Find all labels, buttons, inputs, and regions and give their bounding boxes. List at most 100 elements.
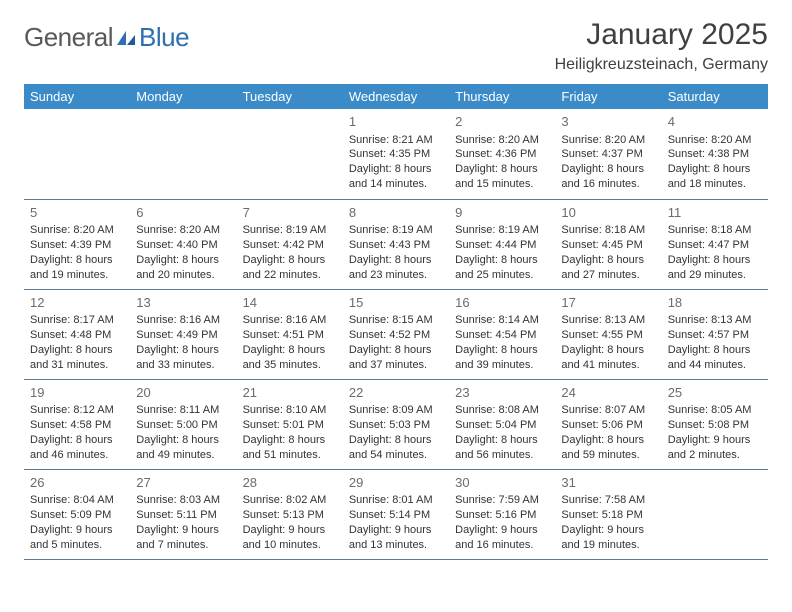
day-number: 10 [561, 204, 655, 222]
calendar-cell: 1Sunrise: 8:21 AMSunset: 4:35 PMDaylight… [343, 109, 449, 199]
sunset-text: Sunset: 5:14 PM [349, 508, 443, 523]
sunset-text: Sunset: 4:38 PM [668, 147, 762, 162]
daylight-text: Daylight: 9 hours and 5 minutes. [30, 523, 124, 553]
day-number: 22 [349, 384, 443, 402]
calendar-cell: 21Sunrise: 8:10 AMSunset: 5:01 PMDayligh… [237, 379, 343, 469]
day-number: 12 [30, 294, 124, 312]
daylight-text: Daylight: 8 hours and 25 minutes. [455, 253, 549, 283]
day-number: 16 [455, 294, 549, 312]
daylight-text: Daylight: 8 hours and 49 minutes. [136, 433, 230, 463]
calendar-cell: 19Sunrise: 8:12 AMSunset: 4:58 PMDayligh… [24, 379, 130, 469]
sunset-text: Sunset: 4:45 PM [561, 238, 655, 253]
sunset-text: Sunset: 5:00 PM [136, 418, 230, 433]
calendar-cell: 30Sunrise: 7:59 AMSunset: 5:16 PMDayligh… [449, 469, 555, 559]
daylight-text: Daylight: 9 hours and 2 minutes. [668, 433, 762, 463]
day-number: 3 [561, 113, 655, 131]
daylight-text: Daylight: 8 hours and 37 minutes. [349, 343, 443, 373]
calendar-cell: 7Sunrise: 8:19 AMSunset: 4:42 PMDaylight… [237, 199, 343, 289]
calendar-week-row: 19Sunrise: 8:12 AMSunset: 4:58 PMDayligh… [24, 379, 768, 469]
daylight-text: Daylight: 8 hours and 41 minutes. [561, 343, 655, 373]
sunset-text: Sunset: 5:13 PM [243, 508, 337, 523]
daylight-text: Daylight: 9 hours and 13 minutes. [349, 523, 443, 553]
day-number: 30 [455, 474, 549, 492]
calendar-cell: 26Sunrise: 8:04 AMSunset: 5:09 PMDayligh… [24, 469, 130, 559]
calendar-header-row: Sunday Monday Tuesday Wednesday Thursday… [24, 84, 768, 109]
calendar-cell: 11Sunrise: 8:18 AMSunset: 4:47 PMDayligh… [662, 199, 768, 289]
sunrise-text: Sunrise: 8:14 AM [455, 313, 549, 328]
day-number: 29 [349, 474, 443, 492]
calendar-cell: 5Sunrise: 8:20 AMSunset: 4:39 PMDaylight… [24, 199, 130, 289]
sunset-text: Sunset: 4:49 PM [136, 328, 230, 343]
calendar-cell: 16Sunrise: 8:14 AMSunset: 4:54 PMDayligh… [449, 289, 555, 379]
sunset-text: Sunset: 4:51 PM [243, 328, 337, 343]
calendar-cell: 22Sunrise: 8:09 AMSunset: 5:03 PMDayligh… [343, 379, 449, 469]
daylight-text: Daylight: 9 hours and 19 minutes. [561, 523, 655, 553]
day-number: 21 [243, 384, 337, 402]
sunset-text: Sunset: 4:35 PM [349, 147, 443, 162]
calendar-cell [24, 109, 130, 199]
sunrise-text: Sunrise: 8:10 AM [243, 403, 337, 418]
sunrise-text: Sunrise: 8:20 AM [668, 133, 762, 148]
day-number: 15 [349, 294, 443, 312]
brand-word-2: Blue [139, 22, 189, 53]
calendar-body: 1Sunrise: 8:21 AMSunset: 4:35 PMDaylight… [24, 109, 768, 559]
day-number: 23 [455, 384, 549, 402]
calendar-cell: 23Sunrise: 8:08 AMSunset: 5:04 PMDayligh… [449, 379, 555, 469]
sunrise-text: Sunrise: 8:19 AM [455, 223, 549, 238]
calendar-week-row: 26Sunrise: 8:04 AMSunset: 5:09 PMDayligh… [24, 469, 768, 559]
sunset-text: Sunset: 5:01 PM [243, 418, 337, 433]
day-header: Thursday [449, 84, 555, 109]
sunrise-text: Sunrise: 8:07 AM [561, 403, 655, 418]
daylight-text: Daylight: 9 hours and 16 minutes. [455, 523, 549, 553]
day-number: 1 [349, 113, 443, 131]
sunrise-text: Sunrise: 8:20 AM [136, 223, 230, 238]
sunset-text: Sunset: 5:04 PM [455, 418, 549, 433]
sunrise-text: Sunrise: 8:16 AM [136, 313, 230, 328]
day-number: 9 [455, 204, 549, 222]
daylight-text: Daylight: 8 hours and 33 minutes. [136, 343, 230, 373]
daylight-text: Daylight: 8 hours and 20 minutes. [136, 253, 230, 283]
day-header: Monday [130, 84, 236, 109]
sunrise-text: Sunrise: 8:19 AM [243, 223, 337, 238]
sunset-text: Sunset: 4:42 PM [243, 238, 337, 253]
day-number: 11 [668, 204, 762, 222]
day-header: Tuesday [237, 84, 343, 109]
sunrise-text: Sunrise: 8:01 AM [349, 493, 443, 508]
sunrise-text: Sunrise: 8:20 AM [30, 223, 124, 238]
calendar-cell: 20Sunrise: 8:11 AMSunset: 5:00 PMDayligh… [130, 379, 236, 469]
sunrise-text: Sunrise: 8:12 AM [30, 403, 124, 418]
calendar-week-row: 5Sunrise: 8:20 AMSunset: 4:39 PMDaylight… [24, 199, 768, 289]
sunset-text: Sunset: 4:43 PM [349, 238, 443, 253]
sunrise-text: Sunrise: 8:13 AM [561, 313, 655, 328]
month-title: January 2025 [555, 18, 768, 52]
daylight-text: Daylight: 8 hours and 54 minutes. [349, 433, 443, 463]
daylight-text: Daylight: 8 hours and 18 minutes. [668, 162, 762, 192]
sunset-text: Sunset: 4:40 PM [136, 238, 230, 253]
calendar-cell: 15Sunrise: 8:15 AMSunset: 4:52 PMDayligh… [343, 289, 449, 379]
day-number: 25 [668, 384, 762, 402]
daylight-text: Daylight: 9 hours and 7 minutes. [136, 523, 230, 553]
day-header: Friday [555, 84, 661, 109]
sunrise-text: Sunrise: 7:59 AM [455, 493, 549, 508]
calendar-cell: 9Sunrise: 8:19 AMSunset: 4:44 PMDaylight… [449, 199, 555, 289]
daylight-text: Daylight: 8 hours and 16 minutes. [561, 162, 655, 192]
calendar-cell: 6Sunrise: 8:20 AMSunset: 4:40 PMDaylight… [130, 199, 236, 289]
day-number: 26 [30, 474, 124, 492]
day-header: Sunday [24, 84, 130, 109]
sunrise-text: Sunrise: 8:03 AM [136, 493, 230, 508]
calendar-cell [237, 109, 343, 199]
day-header: Wednesday [343, 84, 449, 109]
daylight-text: Daylight: 8 hours and 19 minutes. [30, 253, 124, 283]
sunrise-text: Sunrise: 8:20 AM [455, 133, 549, 148]
daylight-text: Daylight: 8 hours and 35 minutes. [243, 343, 337, 373]
sunset-text: Sunset: 5:16 PM [455, 508, 549, 523]
calendar-week-row: 12Sunrise: 8:17 AMSunset: 4:48 PMDayligh… [24, 289, 768, 379]
sunrise-text: Sunrise: 8:04 AM [30, 493, 124, 508]
calendar-cell: 13Sunrise: 8:16 AMSunset: 4:49 PMDayligh… [130, 289, 236, 379]
day-number: 2 [455, 113, 549, 131]
calendar-cell [130, 109, 236, 199]
sunrise-text: Sunrise: 8:02 AM [243, 493, 337, 508]
brand-word-1: General [24, 22, 113, 53]
sunrise-text: Sunrise: 8:18 AM [561, 223, 655, 238]
sunset-text: Sunset: 4:44 PM [455, 238, 549, 253]
